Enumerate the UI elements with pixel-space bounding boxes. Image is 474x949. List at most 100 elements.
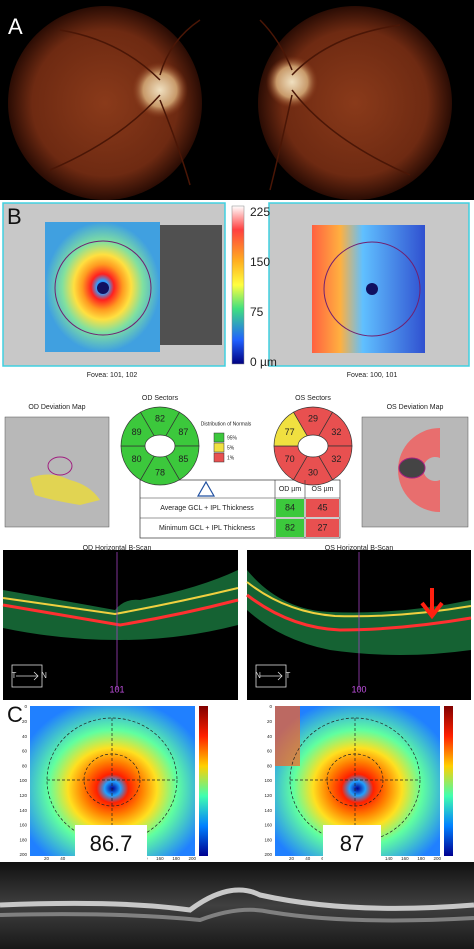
y-tick-label: 140 <box>264 808 272 813</box>
deviation-map-od <box>4 416 110 528</box>
scale-tick: 225 <box>250 205 270 219</box>
y-tick-label: 100 <box>19 778 27 783</box>
direction: N <box>41 671 47 680</box>
x-tick-label: 40 <box>305 856 311 861</box>
fovea <box>97 282 109 294</box>
table-cell-bg <box>306 499 339 517</box>
bscan-title: OD Horizontal B-Scan <box>83 545 152 552</box>
panel-label: B <box>7 204 22 229</box>
y-tick-label: 120 <box>264 793 272 798</box>
colorbar <box>199 706 208 856</box>
y-tick-label: 120 <box>19 793 27 798</box>
rpe-layer <box>2 598 239 627</box>
thickness-value: 87 <box>340 831 364 856</box>
ring <box>398 457 426 479</box>
color-scale <box>231 205 245 365</box>
sector-value: 30 <box>308 467 318 477</box>
sector-value: 87 <box>178 427 188 437</box>
table-cell-bg <box>276 519 304 537</box>
fundus-od <box>8 6 202 200</box>
table-cell: 82 <box>285 522 295 532</box>
sector-value: 32 <box>331 427 341 437</box>
scale-tick: 150 <box>250 255 270 269</box>
fundus-os <box>258 6 452 200</box>
sector-value: 82 <box>155 413 165 423</box>
thickness-value: 86.7 <box>90 831 133 856</box>
y-tick-label: 180 <box>19 837 27 842</box>
y-tick-label: 20 <box>22 719 28 724</box>
legend-swatch <box>213 432 225 443</box>
y-tick-label: 180 <box>264 837 272 842</box>
table-cell: Minimum GCL + IPL Thickness <box>159 525 256 532</box>
table-cell: 45 <box>317 502 327 512</box>
x-tick-label: 20 <box>44 856 50 861</box>
legend-label: 1% <box>227 455 235 461</box>
legend-swatch <box>213 442 225 453</box>
optic-disc <box>132 62 188 118</box>
scan-position: 101 <box>109 684 124 694</box>
panel-label: A <box>8 14 23 39</box>
y-tick-label: 100 <box>264 778 272 783</box>
sector-value: 80 <box>132 454 142 464</box>
bscan-title: OS Horizontal B-Scan <box>325 545 394 552</box>
x-tick-label: 160 <box>401 856 409 861</box>
x-tick-label: 180 <box>172 856 180 861</box>
y-tick-label: 160 <box>19 823 27 828</box>
table-cell: 27 <box>317 522 327 532</box>
table-header: OD µm <box>279 486 301 493</box>
sectors-title: OD Sectors <box>142 395 179 402</box>
caption: Fovea: 100, 101 <box>347 372 398 379</box>
panel-label: C <box>7 702 23 727</box>
direction: T <box>12 671 17 680</box>
x-tick-label: 40 <box>60 856 66 861</box>
scale-tick: 0 µm <box>250 355 277 369</box>
direction: T <box>286 671 291 680</box>
sector-value: 85 <box>178 454 188 464</box>
sector-value: 77 <box>285 427 295 437</box>
table-cell: Average GCL + IPL Thickness <box>160 505 254 512</box>
y-tick-label: 140 <box>19 808 27 813</box>
value-box <box>75 825 147 860</box>
sector-center <box>297 434 329 458</box>
y-tick-label: 40 <box>267 734 273 739</box>
y-tick-label: 20 <box>267 719 273 724</box>
sector-value: 29 <box>308 413 318 423</box>
sectors-title: OS Sectors <box>295 395 331 402</box>
vessels <box>49 19 411 191</box>
colorbar <box>444 706 453 856</box>
x-tick-label: 20 <box>289 856 295 861</box>
x-tick-label: 140 <box>385 856 393 861</box>
sector-value: 32 <box>331 454 341 464</box>
scan-position: 100 <box>351 684 366 694</box>
x-tick-label: 160 <box>156 856 164 861</box>
retina-layers <box>3 570 238 640</box>
table-cell-bg <box>276 499 304 517</box>
y-tick-label: 0 <box>24 704 27 709</box>
ring <box>54 240 152 336</box>
sector-grid <box>46 717 421 843</box>
y-tick-label: 60 <box>267 749 273 754</box>
sector-center <box>144 434 176 458</box>
ring <box>323 241 421 337</box>
table-cell-bg <box>306 519 339 537</box>
scale-tick: 75 <box>250 305 264 319</box>
layer <box>2 587 239 616</box>
deviation-area <box>30 474 100 505</box>
retina-band <box>0 907 474 923</box>
x-tick-label: 200 <box>189 856 197 861</box>
map-artifact <box>275 706 300 766</box>
optic-disc <box>266 56 318 108</box>
sector-value: 70 <box>285 454 295 464</box>
sector-value: 89 <box>132 427 142 437</box>
x-tick-label: 180 <box>417 856 425 861</box>
x-tick-label: 200 <box>434 856 442 861</box>
y-tick-label: 0 <box>269 704 272 709</box>
legend-title: Distribution of Normals <box>201 421 252 427</box>
y-tick-label: 60 <box>22 749 28 754</box>
fovea <box>366 283 378 295</box>
legend-swatch <box>213 452 225 463</box>
ring <box>47 456 73 476</box>
legend-label: 95% <box>227 435 238 441</box>
